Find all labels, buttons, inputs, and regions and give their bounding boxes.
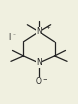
Text: O: O [36, 77, 42, 86]
Text: −: − [43, 76, 47, 81]
Text: +: + [46, 25, 50, 30]
Text: I: I [8, 33, 10, 42]
Text: N: N [36, 27, 42, 36]
Text: ⁻: ⁻ [13, 34, 16, 39]
Text: N: N [36, 58, 42, 67]
